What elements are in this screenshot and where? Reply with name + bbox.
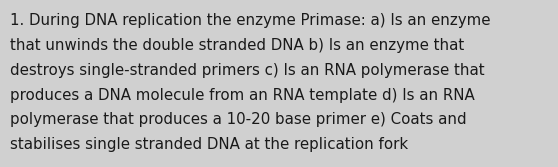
Text: destroys single-stranded primers c) Is an RNA polymerase that: destroys single-stranded primers c) Is a…: [10, 63, 485, 78]
Text: that unwinds the double stranded DNA b) Is an enzyme that: that unwinds the double stranded DNA b) …: [10, 38, 464, 53]
Text: 1. During DNA replication the enzyme Primase: a) Is an enzyme: 1. During DNA replication the enzyme Pri…: [10, 13, 490, 28]
Text: polymerase that produces a 10-20 base primer e) Coats and: polymerase that produces a 10-20 base pr…: [10, 112, 466, 127]
Text: produces a DNA molecule from an RNA template d) Is an RNA: produces a DNA molecule from an RNA temp…: [10, 88, 475, 103]
Text: stabilises single stranded DNA at the replication fork: stabilises single stranded DNA at the re…: [10, 137, 408, 152]
